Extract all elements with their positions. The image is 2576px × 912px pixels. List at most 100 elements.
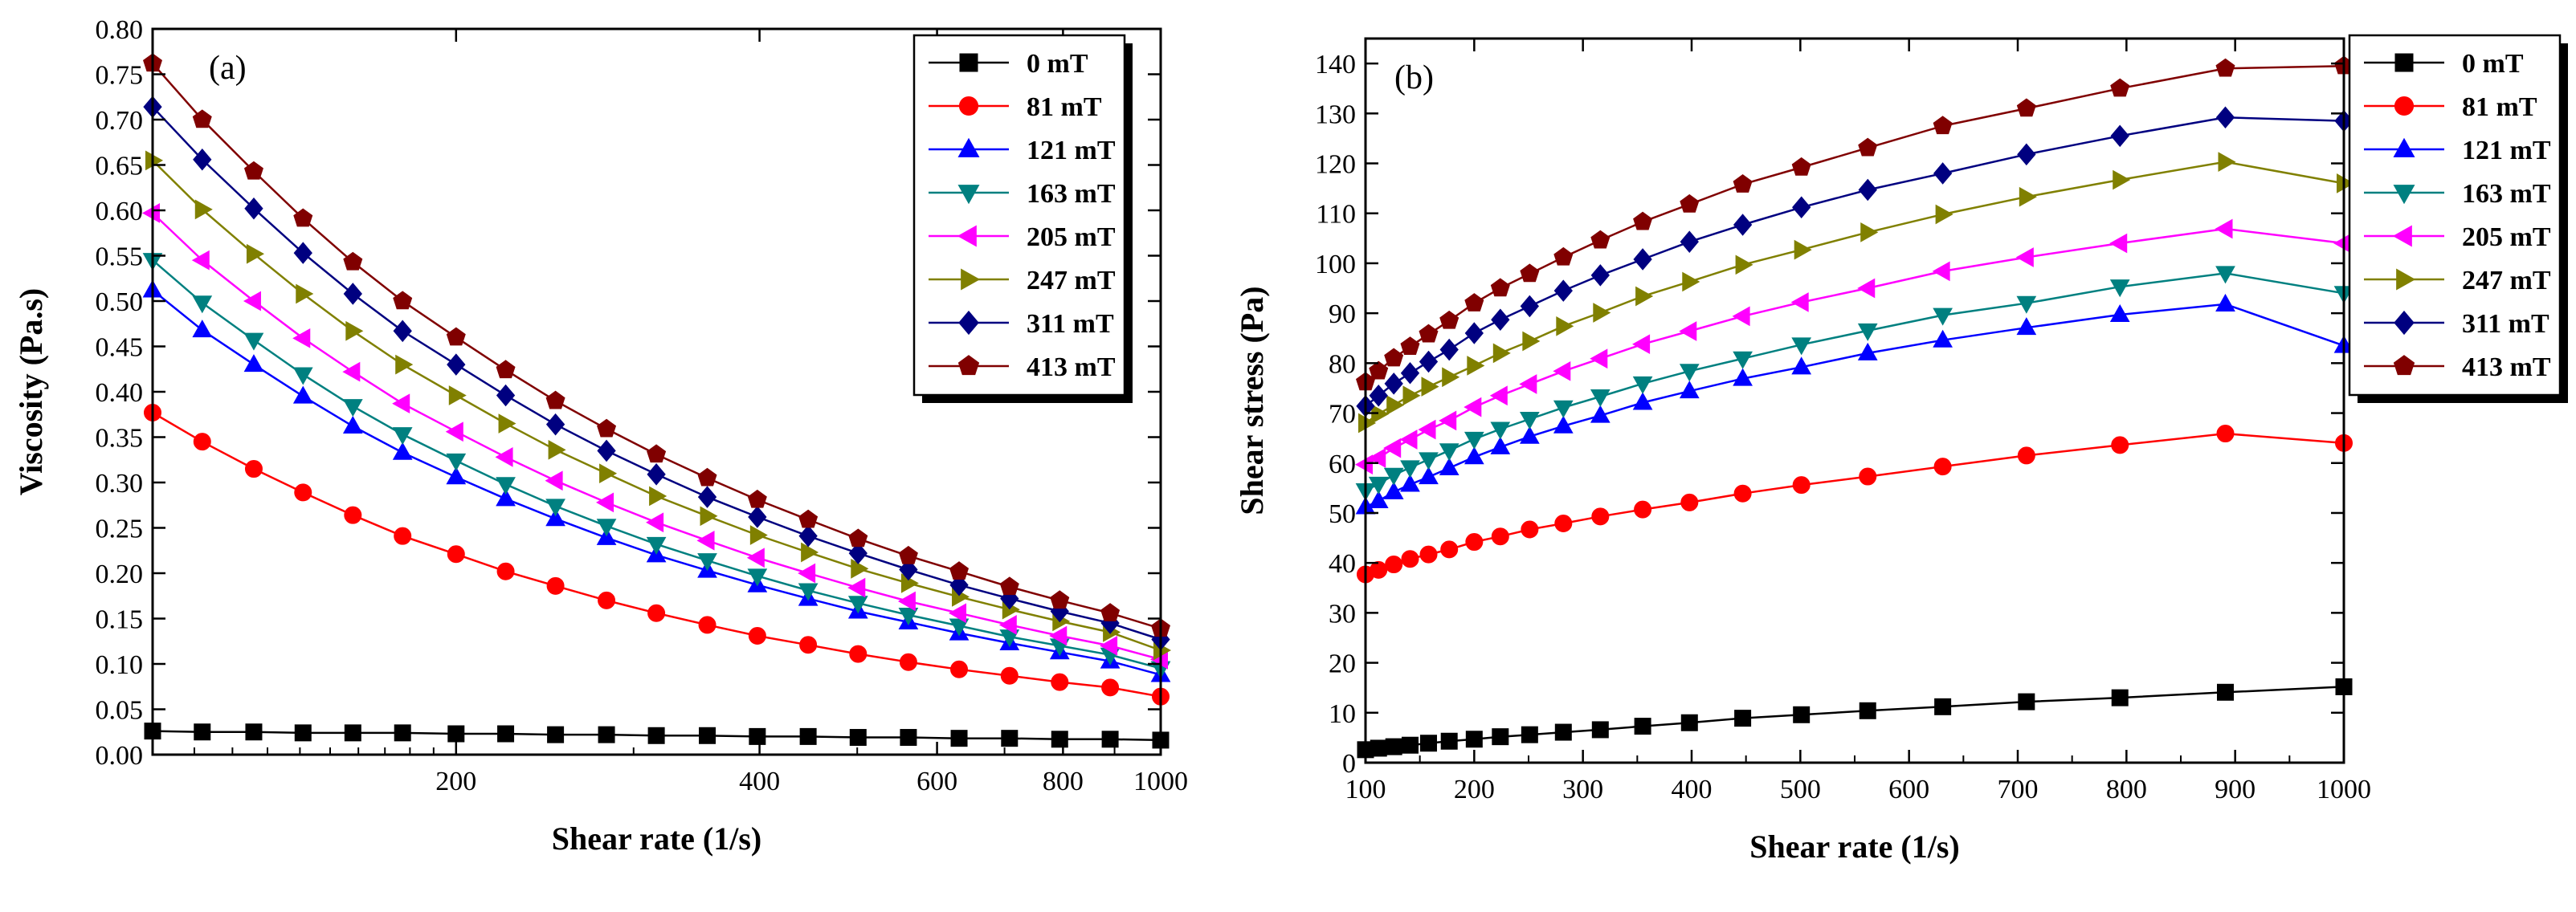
series-247-mt [145,150,1172,661]
data-point-247-mt [2337,173,2355,193]
data-point-81-mt [1554,515,1573,533]
data-point-81-mt [1440,540,1459,559]
data-point-205-mt [1632,334,1651,355]
data-point-205-mt [646,512,664,533]
data-point-413-mt [647,444,667,463]
data-point-311-mt [293,242,312,264]
series-line-81-mt [1365,432,2345,576]
legend-marker-163-mt [2393,185,2415,205]
data-point-0-mt [2111,689,2129,706]
data-point-247-mt [1556,316,1574,336]
legend-entry-121-mt: 121 mT [929,136,1116,165]
x-tick-label: 200 [435,767,476,796]
legend-entry-81-mt: 81 mT [929,92,1102,122]
y-tick-label: 0.30 [96,469,144,499]
data-point-413-mt [1680,193,1700,213]
data-point-121-mt [1791,356,1812,375]
legend-entry-247-mt: 247 mT [929,266,1116,295]
data-point-163-mt [847,596,868,614]
legend-entry-205-mt: 205 mT [929,222,1116,252]
data-point-0-mt [394,724,411,742]
y-tick-label: 0.80 [96,15,144,45]
data-point-0-mt [1734,710,1752,727]
legend-marker-81-mt [2394,96,2415,116]
data-point-121-mt [2215,293,2235,311]
data-point-163-mt [1632,376,1653,394]
legend-label: 247 mT [2462,266,2551,295]
data-point-311-mt [1400,362,1420,385]
data-point-413-mt [1419,324,1439,343]
data-point-0-mt [647,727,665,744]
data-point-0-mt [1440,732,1458,750]
legend-label: 81 mT [2462,92,2537,122]
data-point-247-mt [1682,271,1700,292]
legend-label: 163 mT [1027,179,1116,209]
data-point-81-mt [950,660,969,678]
data-point-413-mt [393,291,413,310]
series-121-mt [142,279,1171,682]
data-point-311-mt [2215,106,2235,129]
chart-panel-a: 200 400 600 800 1000 0.00 0.05 0.10 0.15 0.20 0.25… [13,15,1188,857]
y-tick-label: 40 [1329,549,1356,579]
series-163-mt [142,253,1171,679]
data-point-247-mt [194,199,213,220]
x-tick-label: 300 [1562,775,1603,804]
legend-marker-311-mt [958,310,979,336]
data-point-81-mt [647,604,666,622]
legend-marker-247-mt [2396,268,2416,291]
data-point-0-mt [1492,728,1509,746]
data-point-247-mt [345,320,364,341]
data-point-163-mt [798,583,819,601]
data-point-0-mt [447,725,465,743]
data-point-163-mt [1857,323,1878,341]
data-point-205-mt [1354,454,1373,474]
data-point-121-mt [1439,457,1459,475]
data-point-81-mt [1401,550,1419,568]
data-point-163-mt [596,519,617,537]
data-point-0-mt [1934,698,1952,715]
series-205-mt [141,203,1168,670]
series-line-121-mt [1365,303,2345,508]
x-tick-label: 900 [2215,775,2256,804]
data-point-121-mt [1933,329,1953,348]
data-point-311-mt [798,524,818,548]
data-point-121-mt [1632,392,1653,410]
data-point-0-mt [1370,739,1387,757]
data-point-247-mt [801,542,819,563]
y-tick-label: 0.75 [96,61,144,91]
plot-frame [1364,37,2345,764]
y-tick-label: 0.15 [96,605,144,635]
data-point-0-mt [849,729,867,747]
data-point-163-mt [1464,431,1484,450]
legend-marker-0-mt [959,53,978,72]
x-tick-label: 500 [1780,775,1821,804]
data-point-311-mt [1464,322,1484,344]
data-point-247-mt [1467,356,1485,376]
data-point-413-mt [343,251,363,271]
series-413-mt [1355,55,2354,391]
data-point-121-mt [2016,317,2037,336]
data-point-81-mt [294,483,312,502]
data-point-81-mt [1859,467,1877,486]
legend-label: 413 mT [1027,352,1116,382]
data-point-205-mt [495,447,513,467]
data-point-247-mt [1402,385,1421,406]
data-point-247-mt [1735,254,1753,275]
data-point-413-mt [1384,348,1404,367]
data-point-311-mt [1369,385,1388,407]
data-point-81-mt [598,591,616,609]
data-point-81-mt [1792,476,1811,495]
data-point-205-mt [847,577,866,598]
data-point-247-mt [1635,286,1654,307]
data-point-81-mt [1000,666,1019,685]
y-tick-label: 0.45 [96,333,144,363]
data-point-0-mt [1385,738,1402,755]
data-point-311-mt [1590,264,1610,287]
data-point-0-mt [1591,721,1609,739]
legend-marker-163-mt [957,185,980,205]
series-163-mt [1355,266,2354,501]
legend-label: 121 mT [2462,136,2551,165]
data-point-163-mt [2215,266,2235,284]
data-point-0-mt [1793,706,1811,723]
data-point-311-mt [545,413,565,436]
